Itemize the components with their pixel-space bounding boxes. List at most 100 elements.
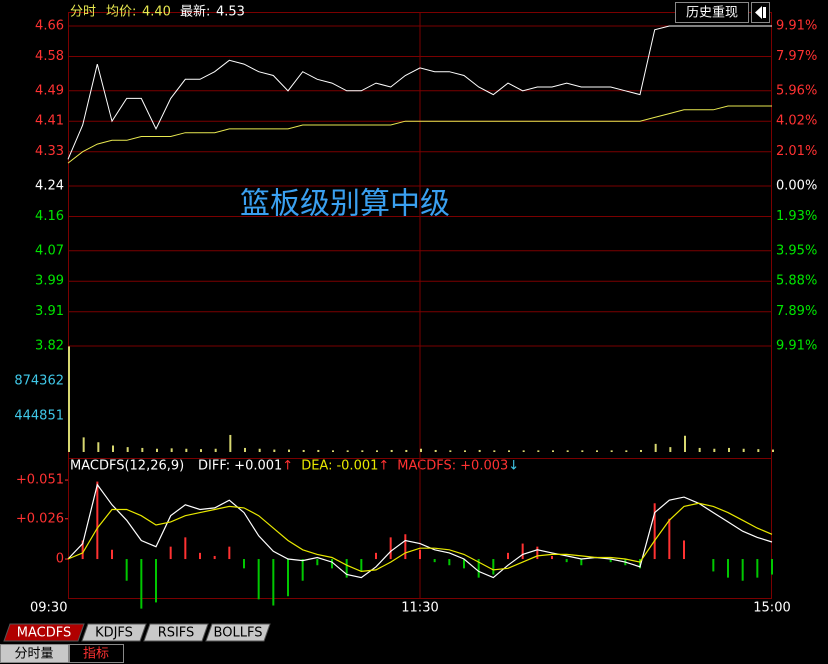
pct-label: 5.88% <box>776 274 817 289</box>
history-button[interactable] <box>675 2 749 23</box>
volume-bar <box>112 445 114 452</box>
volume-bar <box>302 449 305 452</box>
volume-bar <box>332 450 334 452</box>
volume-bar <box>288 449 290 452</box>
volume-bar <box>684 435 686 452</box>
volume-bar <box>68 346 70 452</box>
volume-bar <box>170 448 173 452</box>
volume-bar <box>757 449 760 452</box>
x-tick-label: 11:30 <box>401 601 438 616</box>
y-tick-label: 4.33 <box>35 144 64 159</box>
volume-bar <box>126 447 129 452</box>
macd-bar <box>492 559 495 575</box>
volume-bar <box>229 434 232 452</box>
volume-bar <box>258 448 261 452</box>
volume-bar <box>361 450 364 452</box>
volume-bar <box>405 449 408 452</box>
macd-bar <box>301 559 304 581</box>
macd-bar <box>272 559 275 606</box>
history-button-label[interactable]: 历史重现 <box>686 5 738 21</box>
volume-bar <box>581 450 584 452</box>
readout-arrow: ↑ <box>282 459 293 474</box>
macd-bar <box>140 559 143 609</box>
x-tick-label: 15:00 <box>753 601 790 616</box>
tab[interactable] <box>143 623 209 642</box>
macd-bar <box>668 518 671 560</box>
macd-bar <box>521 543 524 560</box>
volume-bar <box>478 449 481 452</box>
bottom-tab[interactable] <box>69 644 124 663</box>
macd-bar <box>580 559 583 566</box>
macd-bar <box>184 537 187 560</box>
bottom-tab-label[interactable]: 指标 <box>83 647 109 662</box>
y-tick-label: 4.16 <box>35 209 64 224</box>
tab-label[interactable]: KDJFS <box>95 626 133 641</box>
macd-tick-label: +0.051 <box>16 473 64 488</box>
volume-bar <box>376 450 378 452</box>
pct-label: 9.91% <box>776 339 817 354</box>
macd-bar <box>771 559 773 575</box>
volume-bar <box>596 450 598 452</box>
y-tick-label: 4.24 <box>35 179 64 194</box>
readout-value: -0.001 <box>336 459 378 474</box>
macd-bar <box>287 559 289 597</box>
macd-tick-label: 0 <box>56 552 64 567</box>
pct-label: 1.93% <box>776 209 817 224</box>
macd-bar <box>419 549 421 560</box>
volume-bar <box>625 450 628 452</box>
macd-bar <box>257 559 260 600</box>
volume-bar <box>654 443 657 452</box>
y-tick-label: 4.07 <box>35 243 64 258</box>
pct-label: 5.96% <box>776 83 817 98</box>
tab-label[interactable]: BOLLFS <box>214 626 263 641</box>
volume-bar <box>244 447 246 452</box>
bottom-tab[interactable] <box>0 644 69 663</box>
volume-bar <box>464 450 466 452</box>
macd-bar <box>639 559 641 569</box>
macd-bar <box>125 559 128 581</box>
macd-bar <box>81 540 84 560</box>
volume-bar <box>669 447 672 452</box>
macd-bar <box>712 559 715 572</box>
volume-tick-label: 874362 <box>14 373 64 388</box>
y-tick-label: 4.41 <box>35 114 64 129</box>
readout-value: +0.001 <box>234 459 282 474</box>
tab-bar: MACDFS KDJFS RSIFS BOLLFS 分时量 指标 <box>0 623 271 663</box>
tab[interactable] <box>3 623 85 642</box>
volume-bar <box>742 448 745 452</box>
tab-label[interactable]: MACDFS <box>17 626 71 641</box>
tab-label[interactable]: RSIFS <box>158 626 195 641</box>
dea-line <box>67 502 773 573</box>
macd-bar <box>199 552 201 560</box>
macd-bar <box>756 559 759 578</box>
volume-bar <box>552 450 554 452</box>
pct-label: 0.00% <box>776 179 817 194</box>
volume-tick-label: 444851 <box>14 408 64 423</box>
macd-tick-label: +0.026 <box>16 511 64 526</box>
macd-bar <box>331 559 333 569</box>
tab[interactable] <box>81 623 147 642</box>
macd-bar <box>316 559 319 566</box>
volume-bar <box>640 449 642 452</box>
volume-bar <box>713 448 716 452</box>
macd-bar <box>155 559 157 603</box>
macd-bar <box>213 555 216 560</box>
macd-bar <box>375 552 377 560</box>
annotation: 篮板级别算中级 <box>240 187 450 222</box>
macd-bar <box>507 552 509 560</box>
readout-value: +0.003 <box>460 459 508 474</box>
volume-bar <box>214 448 217 452</box>
volume-bar <box>390 449 393 452</box>
volume-bar <box>728 447 730 452</box>
readout-label: DIFF: <box>198 459 230 474</box>
y-tick-label: 3.91 <box>35 304 64 319</box>
volume-bar <box>273 449 276 452</box>
volume-bar <box>610 450 613 452</box>
macd-bar <box>727 559 729 578</box>
back-icon[interactable] <box>755 6 766 19</box>
x-tick-label: 09:30 <box>30 601 67 616</box>
tab[interactable] <box>205 623 271 642</box>
volume-bar <box>434 449 437 452</box>
bottom-tab-label[interactable]: 分时量 <box>14 647 53 662</box>
